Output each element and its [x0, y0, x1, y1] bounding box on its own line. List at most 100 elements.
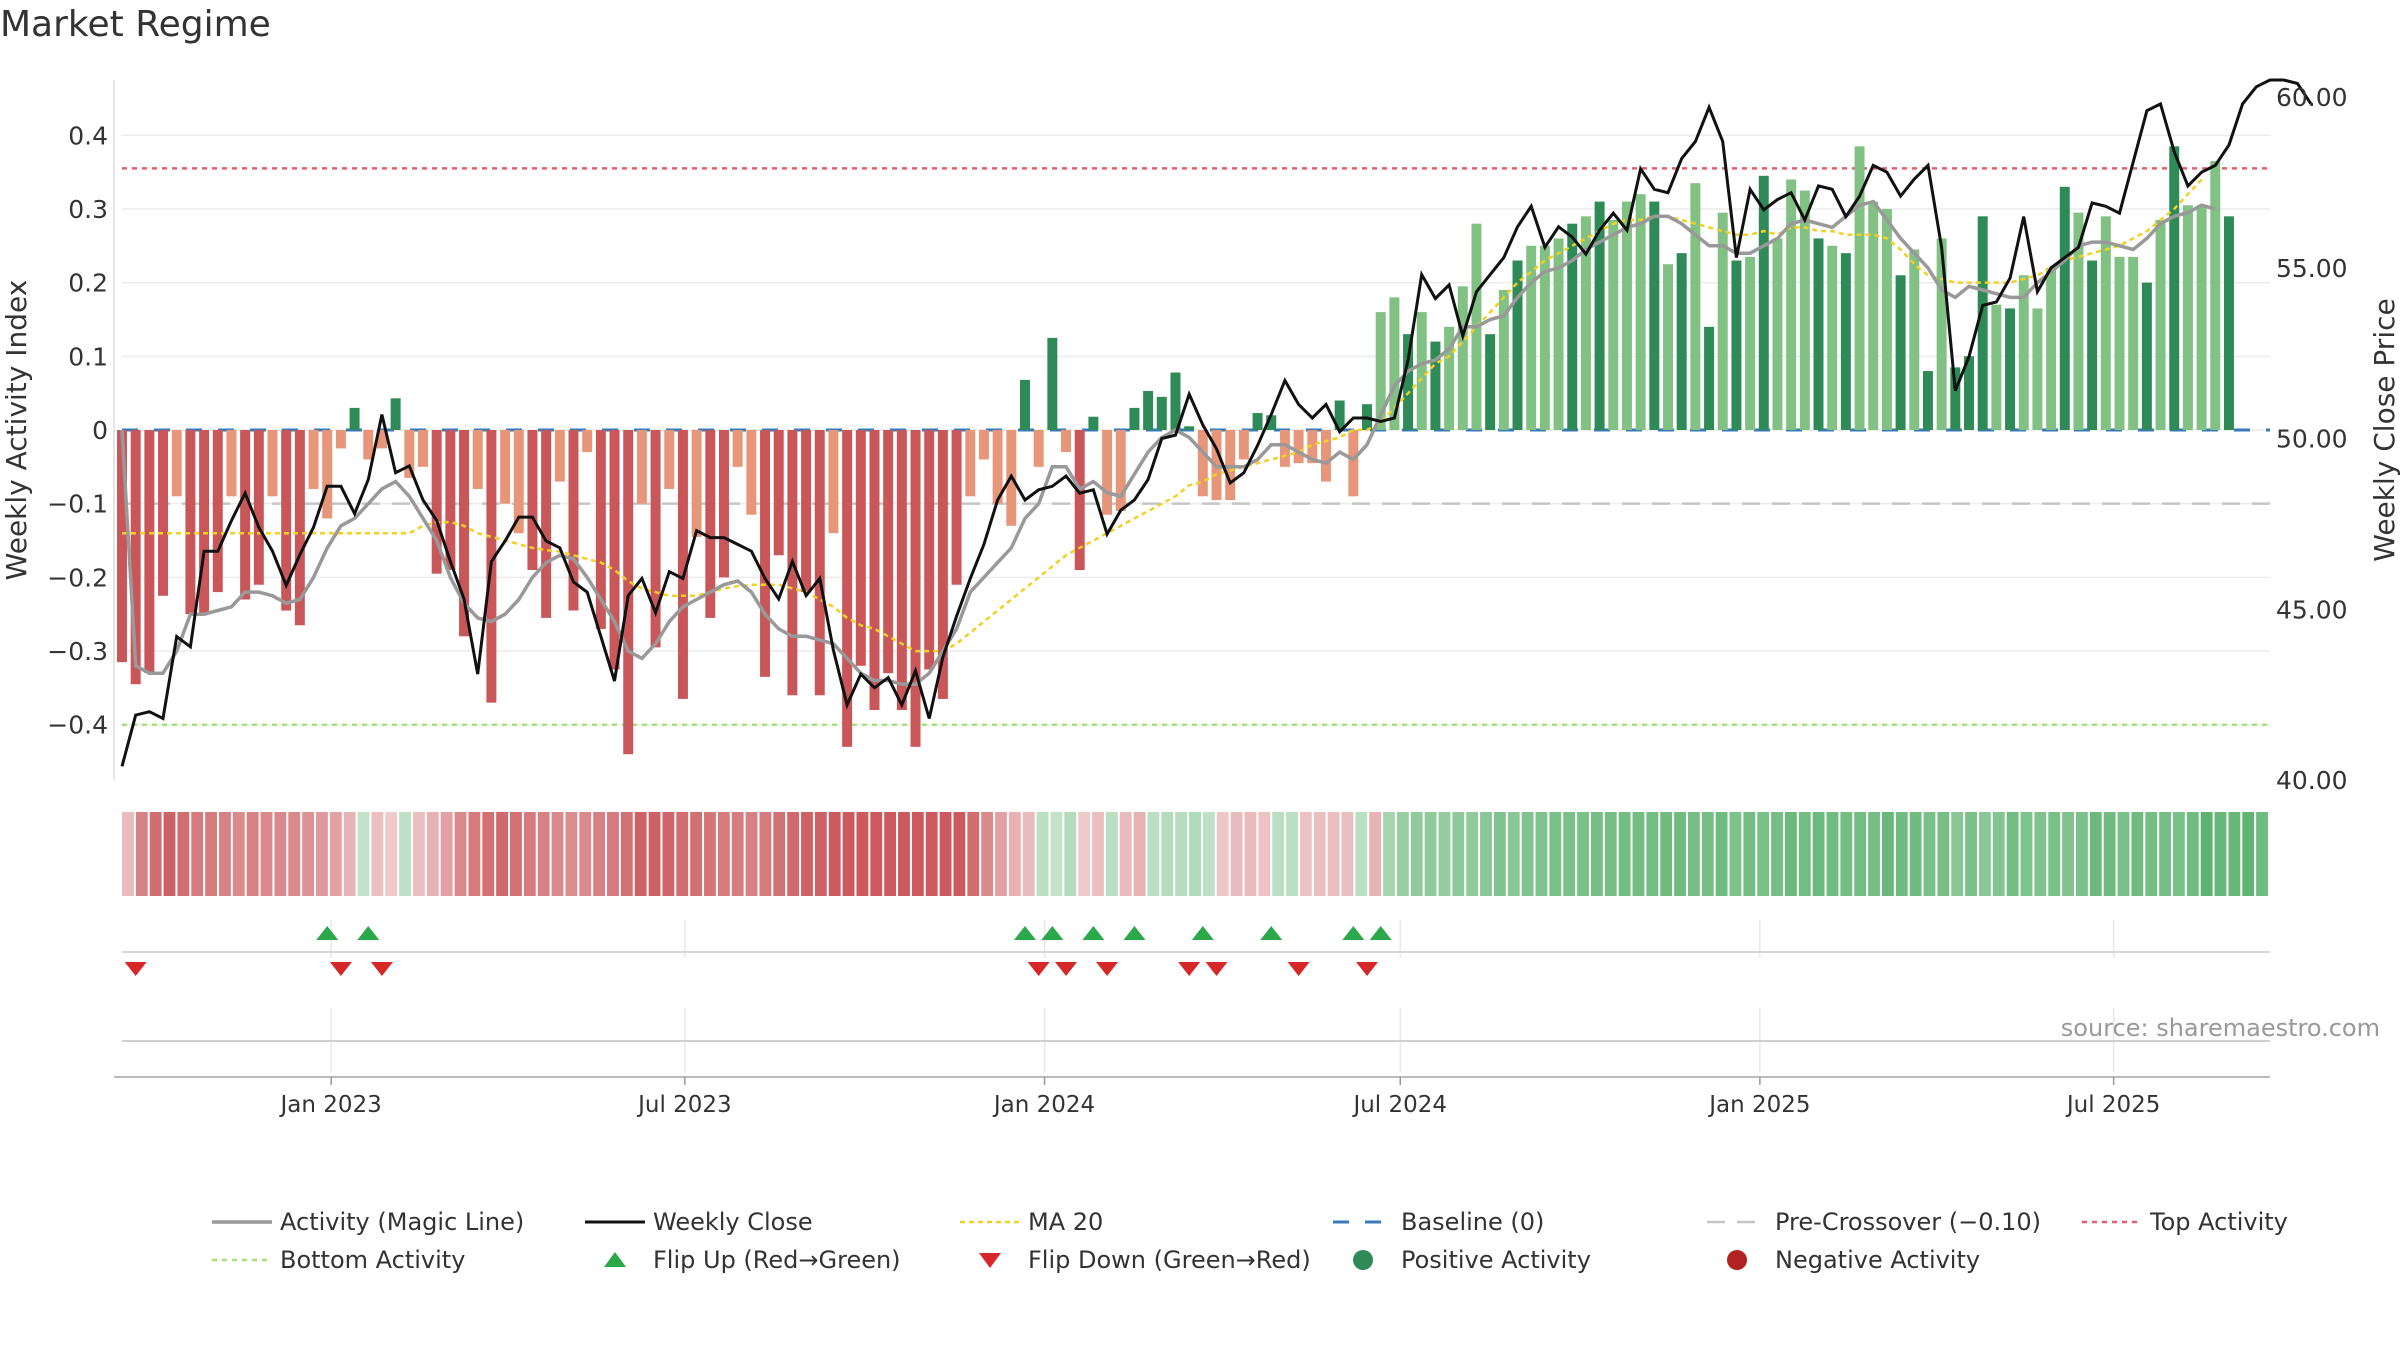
regime-strip-cell [371, 812, 384, 896]
activity-bar [212, 430, 223, 593]
activity-bar [1840, 253, 1851, 430]
regime-strip-cell [440, 812, 453, 896]
activity-bar [1293, 430, 1304, 464]
regime-strip-cell [856, 812, 869, 896]
activity-bar [1854, 146, 1865, 430]
regime-strip-cell [510, 812, 522, 896]
regime-strip-cell [1923, 812, 1936, 896]
regime-strip-cell [357, 812, 370, 896]
activity-bar [1019, 379, 1030, 430]
legend-symbol-magic [212, 1220, 272, 1224]
activity-bar [2005, 308, 2016, 430]
regime-strip-cell [1618, 812, 1631, 896]
activity-bar [828, 430, 839, 534]
regime-strip-cell [2242, 812, 2255, 896]
legend-item-flipup: Flip Up (Red→Green) [583, 1245, 958, 1275]
flip-down-marker [1096, 962, 1119, 976]
activity-bar [1457, 286, 1468, 430]
regime-strip-cell [191, 812, 204, 896]
regime-strip-cell [565, 812, 578, 896]
activity-bar [144, 430, 155, 674]
activity-bar [1621, 201, 1632, 430]
regime-strip-cell [329, 812, 342, 896]
activity-bar [568, 430, 579, 611]
regime-strip-cell [219, 812, 231, 896]
activity-bar [1676, 253, 1687, 430]
flip-down-marker [1287, 962, 1310, 976]
x-tick-label: Jan 2025 [1707, 1092, 1810, 1118]
activity-bar [718, 430, 729, 578]
regime-strip-cell [2145, 812, 2158, 896]
regime-strip-cell [399, 812, 412, 896]
regime-strip-cell [2006, 812, 2019, 896]
legend-symbol-flipdown [979, 1253, 1001, 1268]
regime-strip-cell [2103, 812, 2116, 896]
regime-strip-cell [496, 812, 509, 896]
regime-strip-cell [1493, 812, 1506, 896]
regime-strip-cell [316, 812, 328, 896]
regime-strip-cell [759, 812, 772, 896]
regime-strip-cell [413, 812, 425, 896]
activity-bar [1129, 407, 1140, 430]
regime-strip-cell [1840, 812, 1853, 896]
activity-bar [199, 430, 210, 615]
activity-bar [1608, 220, 1619, 430]
activity-bar [1197, 430, 1208, 497]
regime-strip-cell [634, 812, 647, 896]
activity-bar [1745, 256, 1756, 430]
activity-bar [1567, 223, 1578, 430]
regime-strip-cell [2034, 812, 2047, 896]
regime-strip-cell [2172, 812, 2185, 896]
regime-strip-cell [1507, 812, 1520, 896]
regime-strip-cell [1951, 812, 1964, 896]
activity-bar [349, 407, 360, 430]
activity-bar [404, 430, 415, 478]
activity-bar [2210, 161, 2221, 431]
regime-strip-cell [1895, 812, 1908, 896]
regime-strip-cell [1757, 812, 1770, 896]
activity-bar [1115, 430, 1126, 512]
legend-symbol-negdot [1727, 1250, 1747, 1270]
activity-bar [1539, 245, 1550, 430]
regime-strip-cell [1771, 812, 1783, 896]
regime-strip-cell [302, 812, 315, 896]
legend-symbol-posdot [1353, 1250, 1373, 1270]
regime-strip-cell [911, 812, 924, 896]
regime-strip-cell [1965, 812, 1977, 896]
regime-strip-cell [607, 812, 619, 896]
regime-strip-cell [246, 812, 259, 896]
regime-strip-cell [385, 812, 398, 896]
activity-bar [1156, 396, 1167, 430]
activity-bar [376, 430, 387, 449]
activity-bar [609, 430, 620, 670]
regime-strip-cell [676, 812, 689, 896]
chart-title: Market Regime [0, 4, 271, 45]
y-right-tick-label: 40.00 [2276, 766, 2348, 795]
y-left-tick-label: −0.4 [47, 711, 108, 740]
regime-strip-cell [2089, 812, 2102, 896]
activity-bar [1430, 341, 1441, 430]
activity-bar [513, 430, 524, 534]
regime-strip-cell [717, 812, 730, 896]
legend-label: Flip Up (Red→Green) [653, 1246, 901, 1274]
x-tick-label: Jan 2023 [278, 1092, 381, 1118]
regime-strip-cell [1022, 812, 1035, 896]
activity-bar [2073, 212, 2084, 430]
ma20-line [122, 178, 2203, 653]
regime-strip-cell [870, 812, 883, 896]
activity-bar [965, 430, 976, 497]
legend-label: Baseline (0) [1401, 1208, 1545, 1236]
regime-strip-cell [1660, 812, 1673, 896]
regime-strip-cell [2159, 812, 2171, 896]
regime-strip-cell [2214, 812, 2227, 896]
activity-bar [1813, 238, 1824, 430]
regime-strip-cell [1299, 812, 1312, 896]
activity-bar [2196, 205, 2207, 430]
bottom-panel: Jan 2023 Jul 2023 Jan 2024 Jul 2024 Jan 2025… [114, 1040, 2270, 1118]
legend-label: Positive Activity [1401, 1246, 1591, 1274]
legend-symbol-baseline [1333, 1220, 1393, 1224]
activity-bar [2100, 216, 2111, 430]
regime-strip-cell [1549, 812, 1562, 896]
legend-symbol-flipup [604, 1252, 626, 1267]
activity-bar [2223, 216, 2234, 430]
